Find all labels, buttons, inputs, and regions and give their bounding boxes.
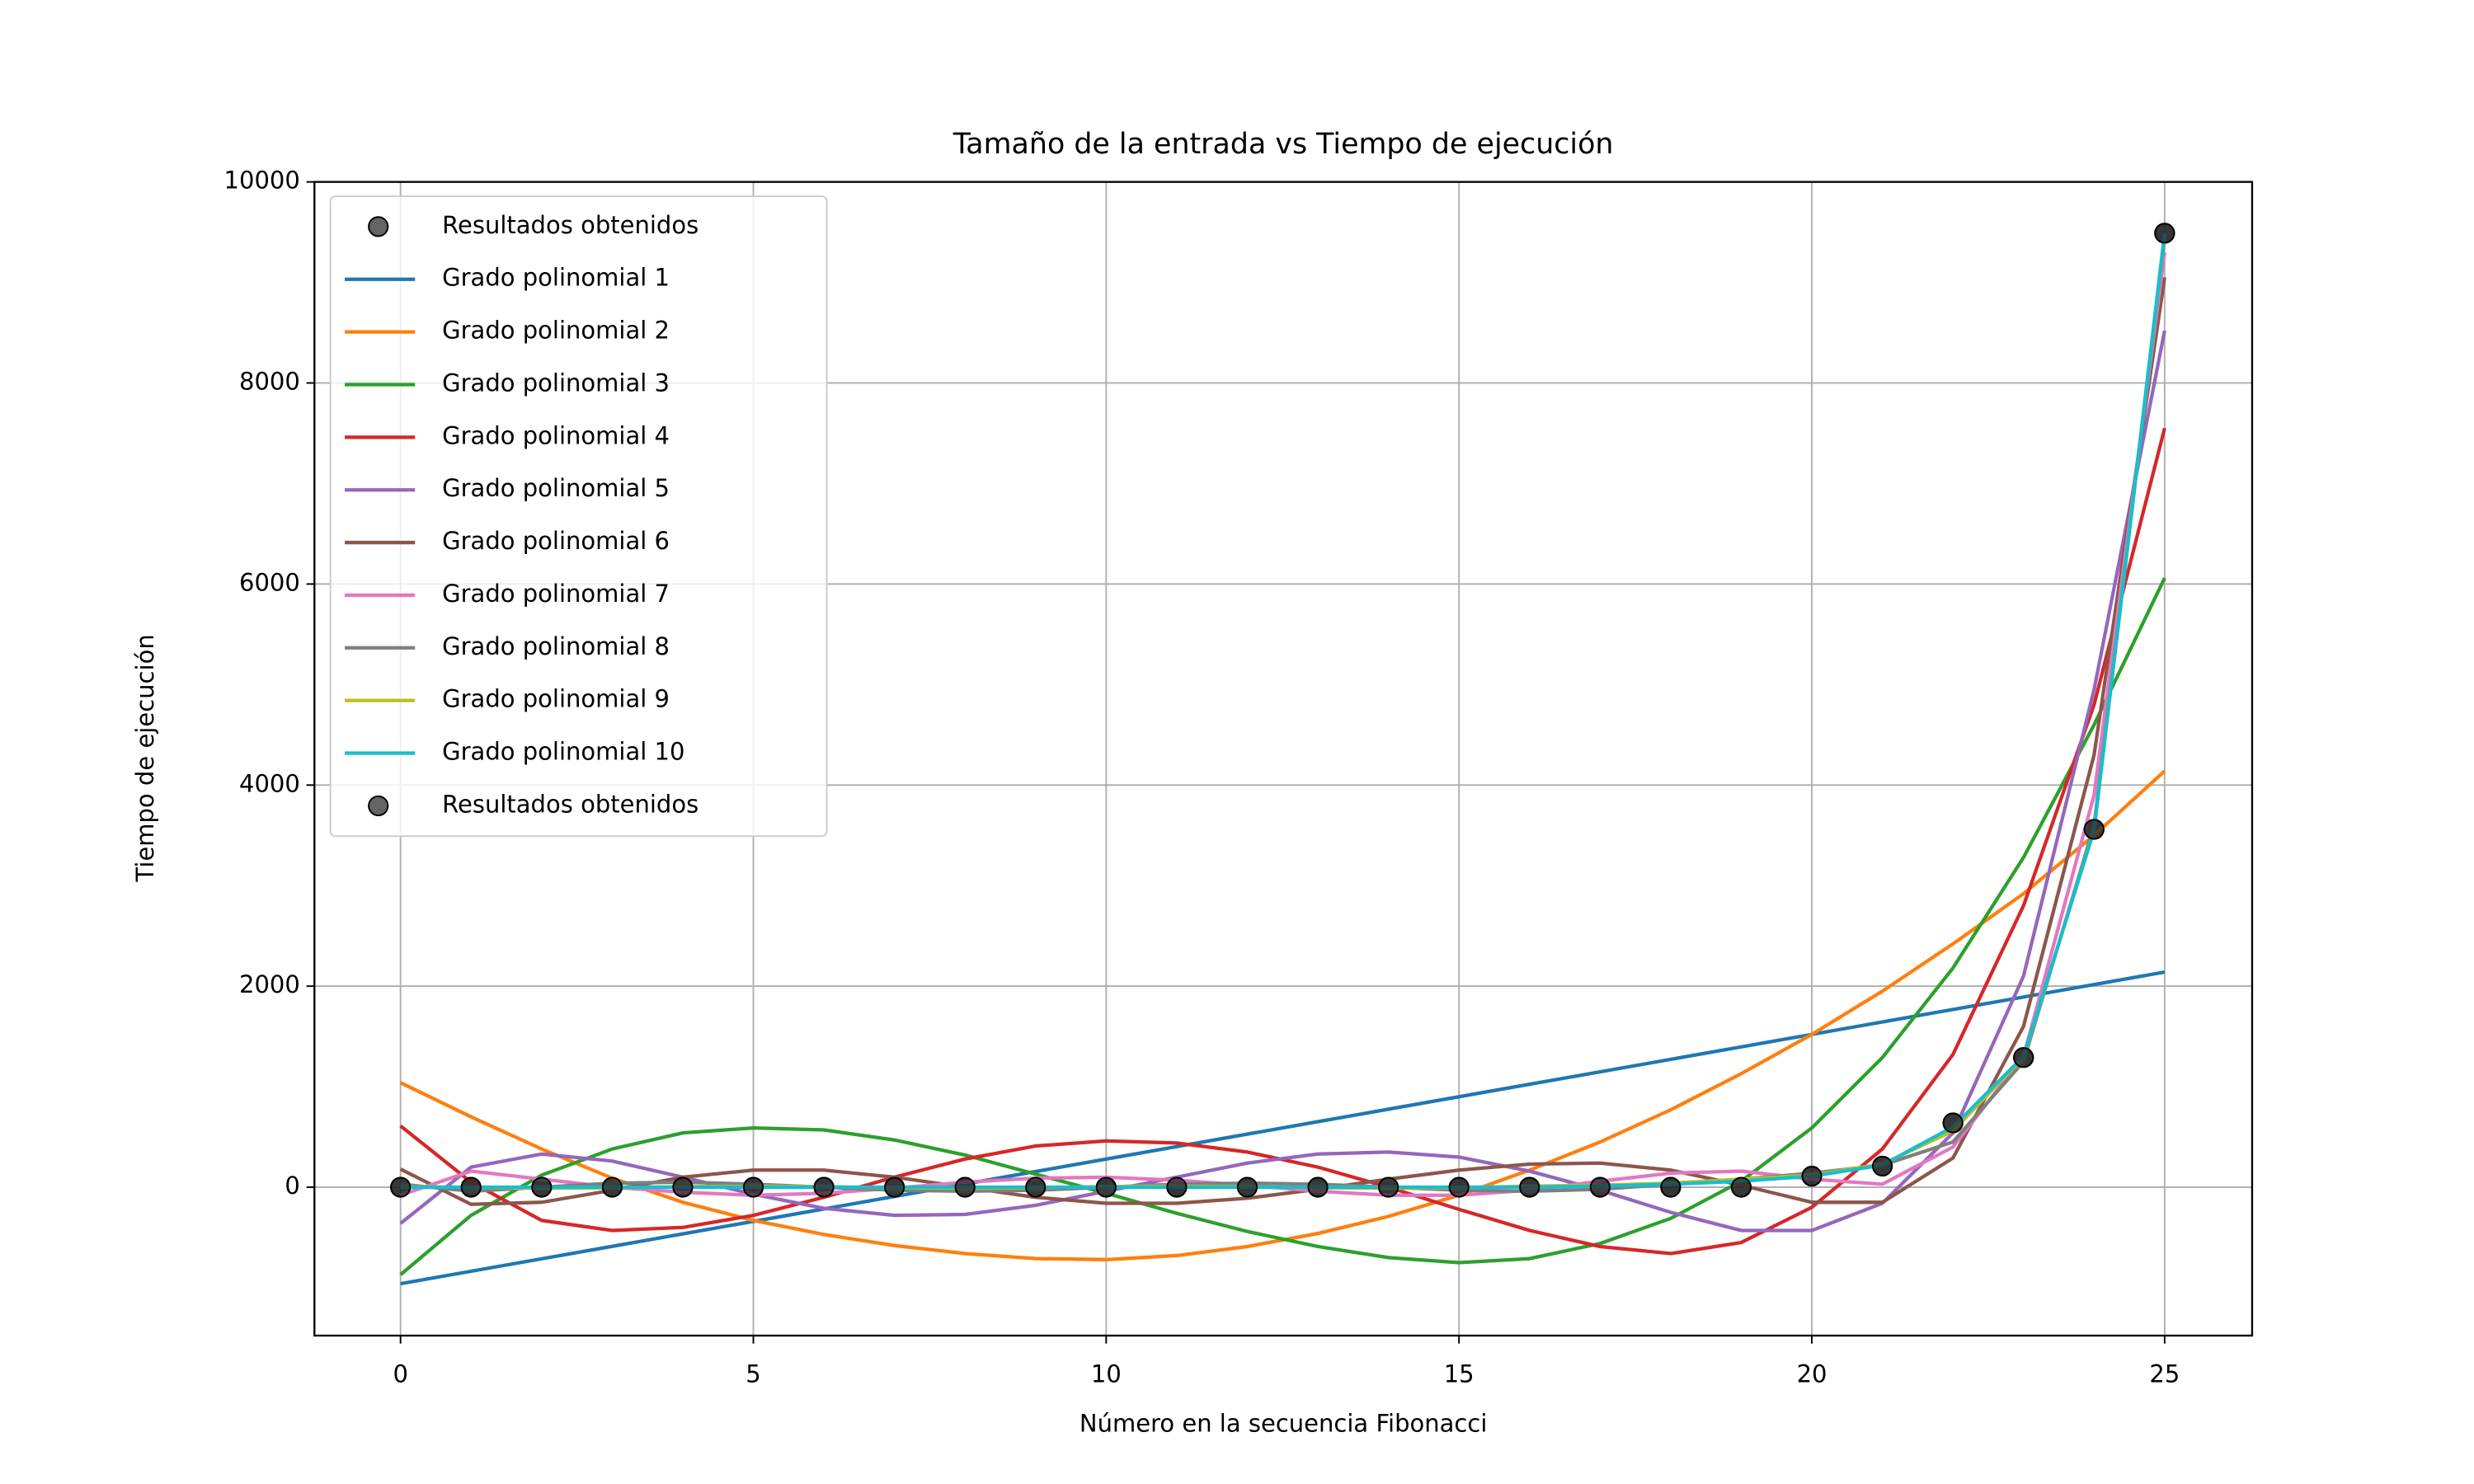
legend-label: Grado polinomial 9 [442, 685, 670, 713]
ticks: 0 5 10 15 20 25 0 2000 4000 6000 8000 10000 [224, 167, 2180, 1388]
data-point [390, 1176, 412, 1198]
legend-label: Grado polinomial 5 [442, 474, 670, 502]
legend-label: Grado polinomial 10 [442, 738, 684, 766]
data-point [1448, 1176, 1470, 1198]
legend-label: Resultados obtenidos [442, 211, 698, 239]
data-point [1872, 1155, 1893, 1176]
data-point [1660, 1176, 1681, 1198]
legend-marker [368, 795, 389, 817]
y-tick-label: 10000 [224, 167, 300, 195]
legend: Resultados obtenidos Grado polinomial 1 Gr… [329, 195, 828, 838]
data-point [813, 1176, 835, 1198]
data-point [460, 1176, 482, 1198]
legend-label: Grado polinomial 2 [442, 317, 670, 345]
x-tick-label: 25 [2149, 1360, 2180, 1388]
legend-label: Grado polinomial 6 [442, 527, 670, 555]
plot-area [390, 223, 2175, 1286]
y-tick-label: 0 [285, 1172, 299, 1200]
x-axis-label: Número en la secuencia Fibonacci [1079, 1409, 1488, 1437]
series-line [400, 970, 2166, 1286]
legend-label: Grado polinomial 3 [442, 369, 670, 397]
data-point [2154, 223, 2175, 244]
y-tick-label: 2000 [239, 970, 300, 998]
series-line [399, 277, 2166, 1206]
legend-label: Grado polinomial 4 [442, 421, 670, 449]
y-tick-label: 8000 [239, 368, 300, 396]
x-tick-label: 10 [1091, 1360, 1122, 1388]
data-point [1025, 1176, 1047, 1198]
data-point [531, 1176, 553, 1198]
y-axis-label: Tiempo de ejecución [131, 634, 159, 882]
data-point [884, 1176, 905, 1198]
data-point [954, 1176, 976, 1198]
data-point [1166, 1176, 1188, 1198]
chart-title: Tamaño de la entrada vs Tiempo de ejecuc… [952, 128, 1614, 161]
data-point [1236, 1176, 1258, 1198]
data-point [1519, 1176, 1540, 1198]
x-tick-label: 20 [1797, 1360, 1827, 1388]
legend-label: Resultados obtenidos [442, 790, 698, 818]
x-tick-label: 0 [393, 1360, 407, 1388]
data-point [2013, 1047, 2034, 1068]
legend-label: Grado polinomial 1 [442, 264, 670, 292]
legend-label: Grado polinomial 8 [442, 632, 670, 660]
y-tick-label: 6000 [239, 568, 300, 596]
data-point [672, 1176, 694, 1198]
data-point [1378, 1176, 1399, 1198]
data-point [1589, 1176, 1611, 1198]
series-line [399, 330, 2166, 1233]
data-point [1801, 1166, 1823, 1187]
series-line [400, 232, 2166, 1190]
axes-frame [313, 181, 2254, 1337]
x-tick-label: 15 [1444, 1360, 1475, 1388]
data-point [742, 1176, 764, 1198]
legend-box [329, 195, 828, 838]
data-point [601, 1176, 623, 1198]
legend-label: Grado polinomial 7 [442, 580, 670, 608]
data-point [1095, 1176, 1117, 1198]
data-point [1730, 1176, 1752, 1198]
data-point [1942, 1112, 1964, 1134]
data-point [2083, 819, 2105, 840]
series-line [399, 577, 2166, 1276]
legend-marker [368, 216, 389, 237]
y-tick-label: 4000 [239, 769, 300, 797]
data-point [1307, 1176, 1329, 1198]
x-tick-label: 5 [745, 1360, 760, 1388]
